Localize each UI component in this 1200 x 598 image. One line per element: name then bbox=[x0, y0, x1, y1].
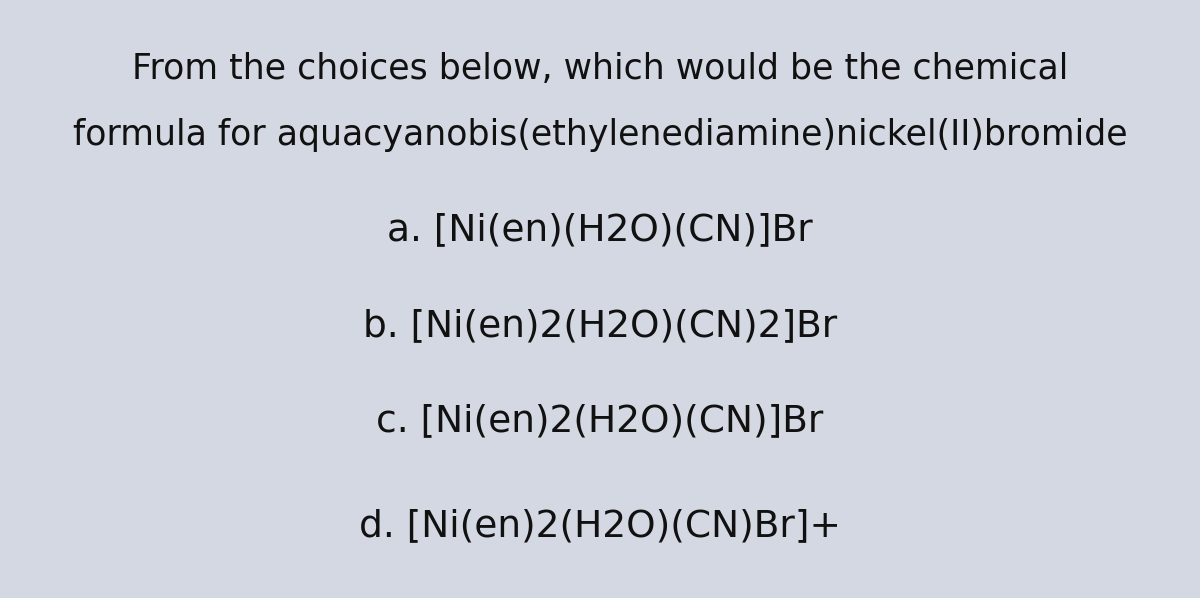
Text: formula for aquacyanobis(ethylenediamine)nickel(II)bromide: formula for aquacyanobis(ethylenediamine… bbox=[73, 118, 1127, 151]
Text: a. [Ni(en)(H2O)(CN)]Br: a. [Ni(en)(H2O)(CN)]Br bbox=[388, 212, 812, 248]
Text: c. [Ni(en)2(H2O)(CN)]Br: c. [Ni(en)2(H2O)(CN)]Br bbox=[377, 404, 823, 440]
Text: b. [Ni(en)2(H2O)(CN)2]Br: b. [Ni(en)2(H2O)(CN)2]Br bbox=[362, 308, 838, 344]
Text: d. [Ni(en)2(H2O)(CN)Br]+: d. [Ni(en)2(H2O)(CN)Br]+ bbox=[359, 508, 841, 544]
Text: From the choices below, which would be the chemical: From the choices below, which would be t… bbox=[132, 52, 1068, 86]
